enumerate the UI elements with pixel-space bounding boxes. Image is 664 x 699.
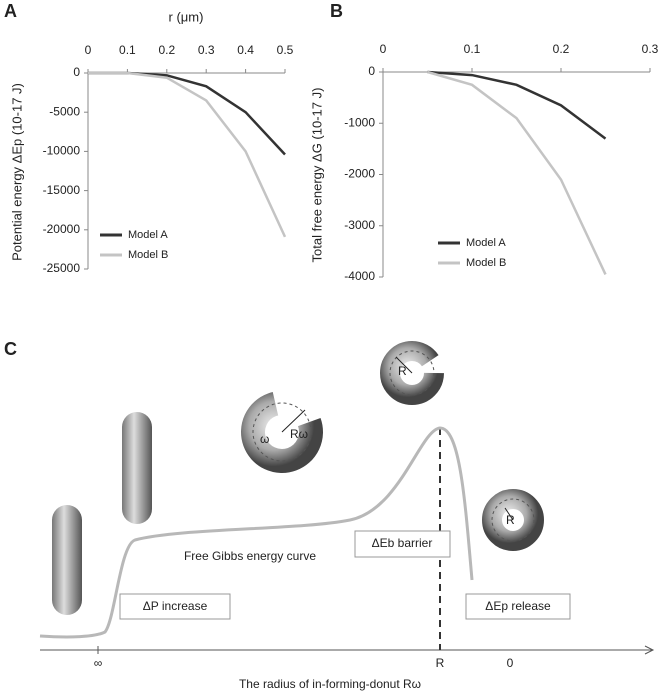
donut-midline — [389, 350, 435, 396]
axis-tick-label: ∞ — [94, 656, 103, 670]
y-tick-label: -10000 — [43, 144, 81, 158]
label-box — [354, 530, 451, 558]
y-tick-label: -4000 — [344, 269, 375, 283]
cylinder — [122, 412, 152, 524]
series-line — [88, 71, 287, 238]
axis-tick-label: R — [436, 656, 445, 670]
x-tick-label: 0.4 — [237, 43, 254, 57]
increase-label: ΔP increase — [143, 599, 208, 613]
y-axis-title: Total free energy ΔG (10-17 J) — [309, 88, 324, 263]
x-tick-label: 0.2 — [158, 43, 175, 57]
donut-label: R — [398, 364, 407, 378]
axis-title: The radius of in-forming-donut Rω — [239, 677, 421, 691]
x-tick-label: 0.2 — [553, 42, 570, 56]
radius — [395, 356, 413, 374]
series-line — [88, 71, 286, 156]
y-tick-label: -2000 — [344, 167, 375, 181]
y-tick-label: -5000 — [49, 104, 80, 118]
x-tick-label: 0.5 — [277, 43, 294, 57]
legend-label: Model A — [466, 237, 506, 249]
donut-midline — [252, 402, 312, 462]
x-tick-label: 0.1 — [464, 42, 481, 56]
barrier-label: ΔEb barrier — [372, 536, 433, 550]
label-box — [465, 593, 571, 620]
legend-label: Model B — [128, 249, 168, 261]
radius — [281, 409, 306, 433]
legend-label: Model B — [466, 257, 506, 269]
legend-label: Model A — [128, 229, 168, 241]
release-label: ΔEp release — [485, 599, 551, 613]
donut-label: ω — [260, 432, 269, 446]
panel-label: A — [4, 1, 17, 21]
label-box — [119, 593, 231, 620]
donut-label: Rω — [290, 427, 308, 441]
x-tick-label: 0.1 — [119, 43, 136, 57]
axis-tick-label: 0 — [507, 656, 514, 670]
x-axis-title: r (μm) — [169, 9, 204, 24]
y-tick-label: 0 — [368, 64, 375, 78]
y-tick-label: -15000 — [43, 183, 81, 197]
curve-label: Free Gibbs energy curve — [184, 549, 316, 563]
donut-midline — [491, 498, 535, 542]
panel-label: C — [4, 339, 17, 359]
x-tick-label: 0.3 — [198, 43, 215, 57]
y-tick-label: 0 — [73, 65, 80, 79]
series-line — [427, 70, 607, 140]
arrow — [644, 645, 655, 655]
series-line — [427, 70, 607, 275]
x-tick-label: 0.3 — [642, 42, 659, 56]
diagram: ω Rω R R Free Gibbs energy curve ΔEb bar… — [39, 341, 655, 691]
x-tick-label: 0 — [85, 43, 92, 57]
cylinder — [52, 505, 82, 615]
y-tick-label: -25000 — [43, 261, 81, 275]
y-tick-label: -1000 — [344, 115, 375, 129]
donut-label: R — [506, 513, 515, 527]
panel-label: B — [330, 1, 343, 21]
x-tick-label: 0 — [380, 42, 387, 56]
y-tick-label: -3000 — [344, 218, 375, 232]
y-axis-title: Potential energy ΔEp (10-17 J) — [9, 83, 24, 261]
energy-curve — [39, 426, 474, 639]
y-tick-label: -20000 — [43, 222, 81, 236]
radius — [504, 507, 514, 521]
